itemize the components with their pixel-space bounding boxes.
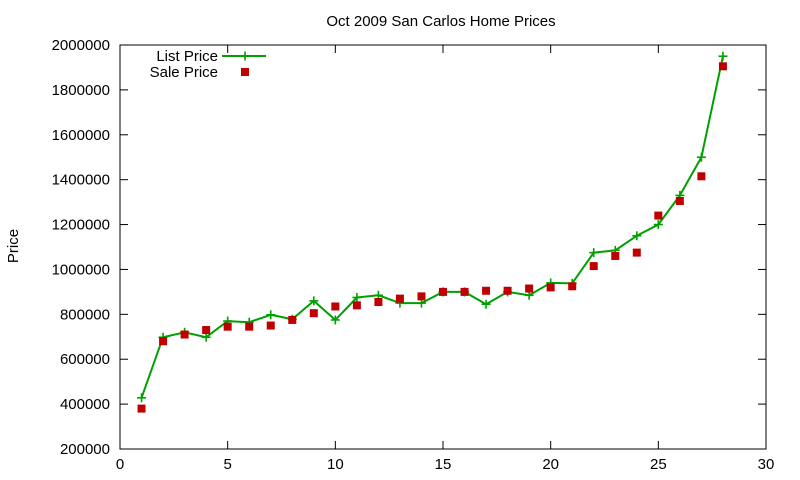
list-price-point xyxy=(137,393,147,403)
sale-price-point xyxy=(159,337,168,346)
sale-price-point xyxy=(482,286,491,295)
sale-price-point xyxy=(245,322,254,331)
list-price-point xyxy=(696,152,706,162)
sale-price-point xyxy=(589,262,598,271)
sale-price-point xyxy=(223,322,232,331)
legend-square-marker xyxy=(241,68,249,76)
y-tick-label: 1000000 xyxy=(52,261,110,278)
y-tick-label: 600000 xyxy=(60,351,110,368)
x-tick-label: 5 xyxy=(223,456,231,473)
sale-price-point xyxy=(352,301,361,310)
y-tick-label: 1200000 xyxy=(52,217,110,234)
sale-price-point xyxy=(718,62,727,71)
sale-price-point xyxy=(632,248,641,257)
sale-price-point xyxy=(202,326,211,335)
x-tick-label: 25 xyxy=(650,456,667,473)
legend-label: Sale Price xyxy=(150,64,218,81)
sale-price-point xyxy=(417,292,426,301)
sale-price-point xyxy=(525,284,534,293)
sale-price-point xyxy=(309,309,318,318)
y-tick-label: 200000 xyxy=(60,441,110,458)
y-tick-label: 400000 xyxy=(60,396,110,413)
list-price-point xyxy=(481,299,491,309)
legend-label: List Price xyxy=(156,48,218,65)
list-price-point xyxy=(309,296,319,306)
list-price-point xyxy=(653,220,663,230)
sale-price-point xyxy=(611,251,620,260)
y-axis-ticks: 200000 400000 600000 800000 1000000 1200000 14… xyxy=(52,37,766,458)
x-tick-label: 30 xyxy=(758,456,775,473)
sale-price-point xyxy=(654,211,663,220)
y-axis-label: Price xyxy=(5,229,22,263)
sale-price-point xyxy=(137,404,146,413)
sale-price-point xyxy=(439,287,447,296)
sale-price-point xyxy=(374,297,383,306)
x-tick-label: 15 xyxy=(435,456,452,473)
x-tick-label: 0 xyxy=(116,456,124,473)
sale-price-point xyxy=(546,283,555,292)
list-price-point xyxy=(266,310,276,320)
list-price-point xyxy=(201,332,211,342)
sale-price-point xyxy=(180,330,189,339)
sale-price-point xyxy=(675,196,684,205)
sale-price-point xyxy=(395,294,404,303)
y-tick-label: 2000000 xyxy=(52,37,110,54)
sale-price-point xyxy=(266,321,275,330)
list-price-point xyxy=(718,51,728,61)
series-layer xyxy=(137,51,728,413)
y-tick-label: 1800000 xyxy=(52,82,110,99)
list-price-point xyxy=(632,231,642,241)
y-tick-label: 1600000 xyxy=(52,127,110,144)
y-tick-label: 800000 xyxy=(60,306,110,323)
y-tick-label: 1400000 xyxy=(52,172,110,189)
sale-price-point xyxy=(331,302,340,311)
sale-price-point xyxy=(288,315,297,324)
x-tick-label: 10 xyxy=(327,456,344,473)
list-price-point xyxy=(330,315,340,325)
plot-frame xyxy=(119,44,767,450)
sale-price-point xyxy=(568,282,577,291)
list-price-point xyxy=(589,248,599,258)
legend-plus-marker xyxy=(240,51,250,61)
x-axis-ticks: 0 5 10 15 20 25 30 xyxy=(116,45,775,473)
x-tick-label: 20 xyxy=(542,456,559,473)
list-price-point xyxy=(352,293,362,302)
sale-price-point xyxy=(697,172,706,181)
list-price-line xyxy=(140,56,724,399)
sale-price-point xyxy=(460,287,469,296)
sale-price-point xyxy=(503,286,512,295)
chart-title: Oct 2009 San Carlos Home Prices xyxy=(326,13,555,30)
